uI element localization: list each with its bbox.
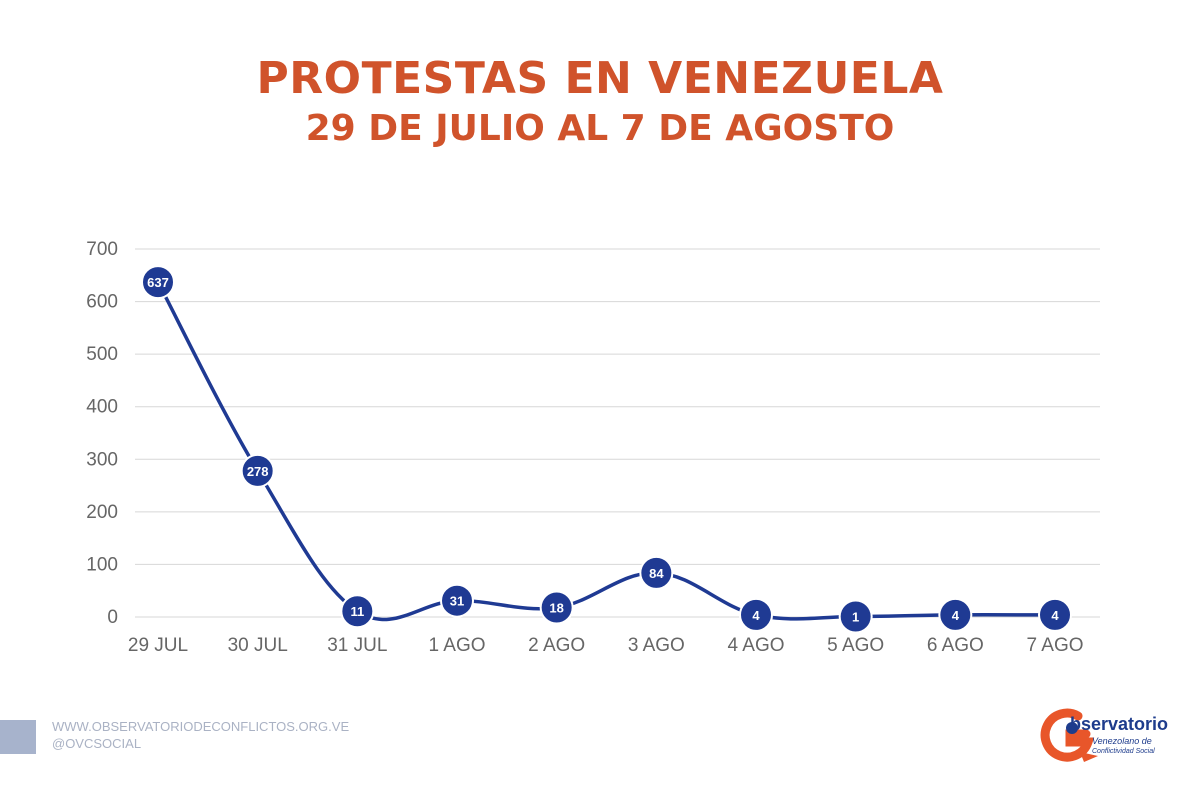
- data-point: [1038, 597, 1072, 632]
- data-label: 637: [147, 275, 169, 290]
- data-label: 4: [1051, 608, 1059, 623]
- y-tick-label: 500: [86, 344, 118, 365]
- y-tick-label: 200: [86, 502, 118, 523]
- y-tick-label: 0: [107, 607, 118, 628]
- y-tick-label: 700: [86, 239, 118, 260]
- data-point: [639, 555, 674, 590]
- data-label: 84: [649, 566, 664, 581]
- logo-name: bservatorio: [1070, 714, 1169, 734]
- data-point: [739, 597, 773, 632]
- data-label: 1: [852, 609, 859, 624]
- y-tick-label: 600: [86, 292, 118, 313]
- chart-subtitle: 29 DE JULIO AL 7 DE AGOSTO: [305, 108, 895, 149]
- footer-color-block: [0, 720, 36, 754]
- x-tick-label: 31 JUL: [327, 635, 387, 656]
- data-label: 18: [549, 601, 563, 616]
- data-label: 4: [952, 608, 960, 623]
- x-tick-label: 29 JUL: [128, 635, 188, 656]
- x-tick-label: 7 AGO: [1026, 635, 1083, 656]
- data-label: 31: [450, 594, 464, 609]
- x-tick-label: 3 AGO: [628, 635, 685, 656]
- footer-text: WWW.OBSERVATORIODECONFLICTOS.ORG.VE @OVC…: [52, 718, 349, 752]
- logo-subtitle-1: Venezolano de: [1092, 736, 1152, 746]
- y-tick-label: 400: [86, 397, 118, 418]
- x-tick-label: 4 AGO: [727, 635, 784, 656]
- x-tick-label: 1 AGO: [428, 635, 485, 656]
- y-tick-label: 300: [86, 449, 118, 470]
- x-tick-label: 2 AGO: [528, 635, 585, 656]
- data-label: 278: [247, 464, 269, 479]
- x-tick-label: 6 AGO: [927, 635, 984, 656]
- data-point: [141, 265, 175, 300]
- data-label: 4: [752, 608, 760, 623]
- data-point: [340, 594, 375, 629]
- data-point: [838, 599, 873, 634]
- footer-handle[interactable]: @OVCSOCIAL: [52, 736, 142, 751]
- y-tick-label: 100: [86, 554, 118, 575]
- data-point: [938, 597, 973, 632]
- x-tick-label: 30 JUL: [228, 635, 288, 656]
- logo-subtitle-2: Conflictividad Social: [1092, 748, 1155, 755]
- observatorio-logo: bservatorio Venezolano de Conflictividad…: [1040, 706, 1190, 764]
- logo-g-icon: [1040, 708, 1098, 762]
- data-point: [539, 590, 574, 625]
- footer-website[interactable]: WWW.OBSERVATORIODECONFLICTOS.ORG.VE: [52, 719, 350, 734]
- series-line: [156, 280, 1057, 622]
- data-point: [240, 453, 275, 488]
- x-tick-label: 5 AGO: [827, 635, 884, 656]
- chart-title: PROTESTAS EN VENEZUELA: [256, 53, 944, 104]
- data-label: 11: [350, 604, 364, 619]
- title-block: PROTESTAS EN VENEZUELA 29 DE JULIO AL 7 …: [0, 52, 1200, 152]
- data-point: [440, 583, 474, 618]
